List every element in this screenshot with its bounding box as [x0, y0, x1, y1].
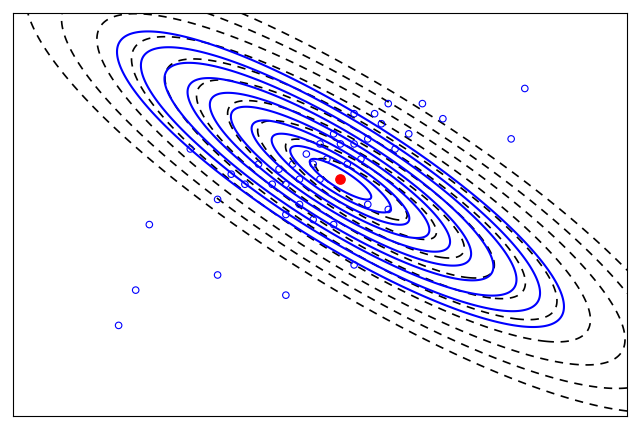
Point	[390, 145, 400, 152]
Point	[349, 261, 359, 269]
Point	[185, 145, 195, 152]
Point	[287, 160, 298, 167]
Point	[315, 191, 325, 198]
Point	[315, 191, 325, 198]
Point	[383, 206, 394, 213]
Point	[144, 221, 154, 228]
Point	[281, 211, 291, 218]
Point	[376, 120, 387, 127]
Point	[349, 140, 359, 147]
Point	[212, 272, 223, 278]
Point	[438, 115, 448, 122]
Point	[212, 196, 223, 203]
Point	[363, 136, 373, 142]
Point	[315, 191, 325, 198]
Point	[315, 191, 325, 198]
Point	[356, 156, 366, 163]
Point	[404, 130, 414, 137]
Point	[383, 100, 394, 107]
Point	[131, 287, 141, 293]
Point	[315, 191, 325, 198]
Point	[315, 191, 325, 198]
Point	[253, 160, 264, 167]
Point	[315, 191, 325, 198]
Point	[342, 160, 353, 167]
Point	[294, 176, 305, 183]
Point	[113, 322, 124, 329]
Point	[369, 110, 380, 117]
Point	[240, 181, 250, 188]
Point	[267, 181, 277, 188]
Point	[281, 292, 291, 299]
Point	[520, 85, 530, 92]
Point	[315, 191, 325, 198]
Point	[417, 100, 428, 107]
Point	[301, 151, 312, 157]
Point	[506, 136, 516, 142]
Point	[335, 176, 346, 183]
Point	[281, 181, 291, 188]
Point	[315, 176, 325, 183]
Point	[308, 160, 318, 167]
Point	[322, 156, 332, 163]
Point	[328, 130, 339, 137]
Point	[315, 191, 325, 198]
Point	[335, 140, 346, 147]
Point	[294, 201, 305, 208]
Point	[363, 201, 373, 208]
Point	[315, 140, 325, 147]
Point	[308, 216, 318, 223]
Point	[315, 191, 325, 198]
Point	[328, 221, 339, 228]
Point	[349, 110, 359, 117]
Point	[226, 171, 236, 178]
Point	[274, 166, 284, 172]
